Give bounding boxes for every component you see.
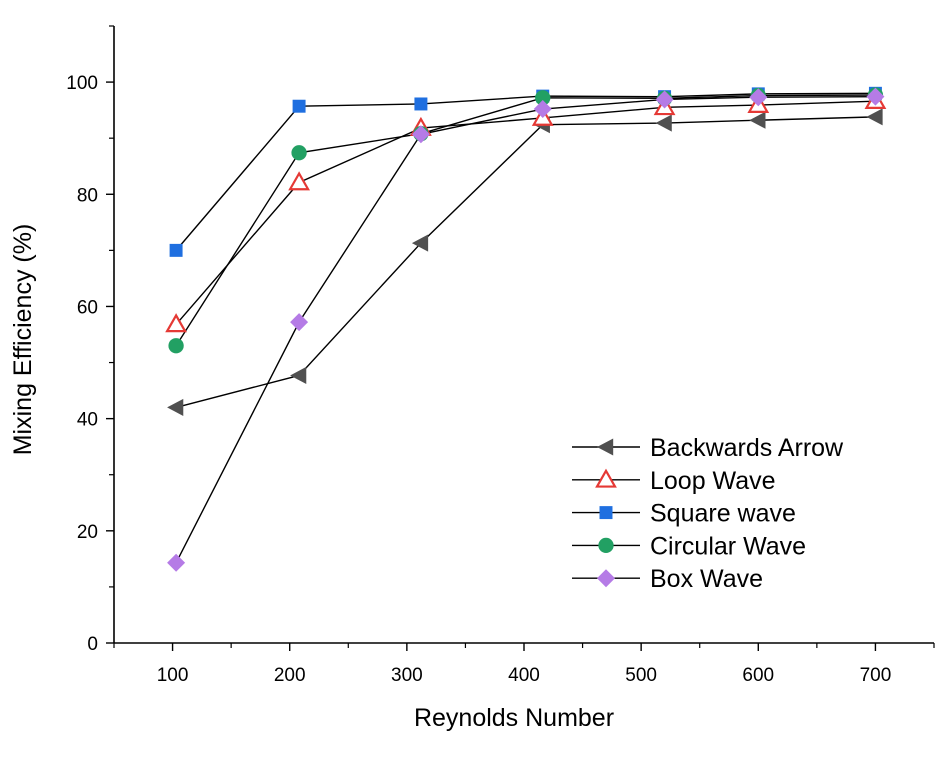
x-tick-label: 100 bbox=[157, 665, 189, 686]
legend-label: Circular Wave bbox=[650, 532, 806, 560]
data-point bbox=[167, 398, 184, 416]
x-tick-label: 700 bbox=[860, 665, 892, 686]
y-tick-label: 20 bbox=[77, 522, 98, 543]
y-tick-label: 40 bbox=[77, 410, 98, 431]
legend-marker bbox=[599, 506, 613, 520]
series-line-2 bbox=[175, 92, 876, 251]
legend-marker bbox=[598, 537, 614, 554]
data-point bbox=[655, 114, 672, 132]
data-point bbox=[290, 366, 307, 384]
series-line-1 bbox=[175, 100, 876, 325]
legend: Backwards Arrow Loop Wave Square wave Circu… bbox=[572, 434, 844, 593]
legend-marker bbox=[595, 468, 617, 488]
data-point bbox=[866, 87, 885, 106]
legend-label: Box Wave bbox=[650, 565, 763, 593]
series-line-3 bbox=[175, 94, 876, 347]
x-tick-label: 500 bbox=[625, 665, 657, 686]
series-line-0 bbox=[175, 116, 876, 409]
data-point bbox=[168, 338, 184, 354]
data-point bbox=[533, 100, 552, 119]
y-tick-label: 100 bbox=[66, 73, 98, 94]
data-point bbox=[288, 171, 310, 191]
legend-marker bbox=[597, 438, 614, 456]
x-tick-label: 300 bbox=[391, 665, 423, 686]
data-point bbox=[290, 313, 309, 332]
x-tick-label: 200 bbox=[274, 665, 306, 686]
data-point bbox=[169, 243, 183, 257]
data-point bbox=[291, 145, 307, 161]
legend-label: Loop Wave bbox=[650, 467, 776, 495]
data-point bbox=[292, 99, 306, 113]
legend-marker bbox=[597, 569, 615, 588]
x-axis-title: Reynolds Number bbox=[414, 704, 614, 732]
axes: 100 200 300 400 500 600 700 0 20 40 60 80 100 Reynold… bbox=[9, 25, 935, 732]
y-axis-title: Mixing Efficiency (%) bbox=[9, 224, 37, 456]
y-tick-label: 0 bbox=[87, 634, 98, 655]
y-tick-label: 60 bbox=[77, 297, 98, 318]
data-point bbox=[535, 90, 551, 106]
legend-label: Square wave bbox=[650, 500, 796, 528]
data-point bbox=[749, 111, 766, 129]
y-tick-label: 80 bbox=[77, 185, 98, 206]
data-point bbox=[411, 234, 429, 252]
data-point bbox=[414, 97, 428, 111]
x-tick-label: 600 bbox=[742, 665, 774, 686]
series-markers bbox=[165, 86, 887, 572]
data-point bbox=[866, 108, 883, 126]
legend-label: Backwards Arrow bbox=[650, 434, 844, 462]
x-tick-label: 400 bbox=[508, 665, 540, 686]
data-point bbox=[655, 90, 674, 109]
data-point bbox=[749, 88, 768, 107]
data-point bbox=[167, 553, 186, 572]
data-point bbox=[411, 125, 430, 144]
data-point bbox=[165, 313, 187, 333]
